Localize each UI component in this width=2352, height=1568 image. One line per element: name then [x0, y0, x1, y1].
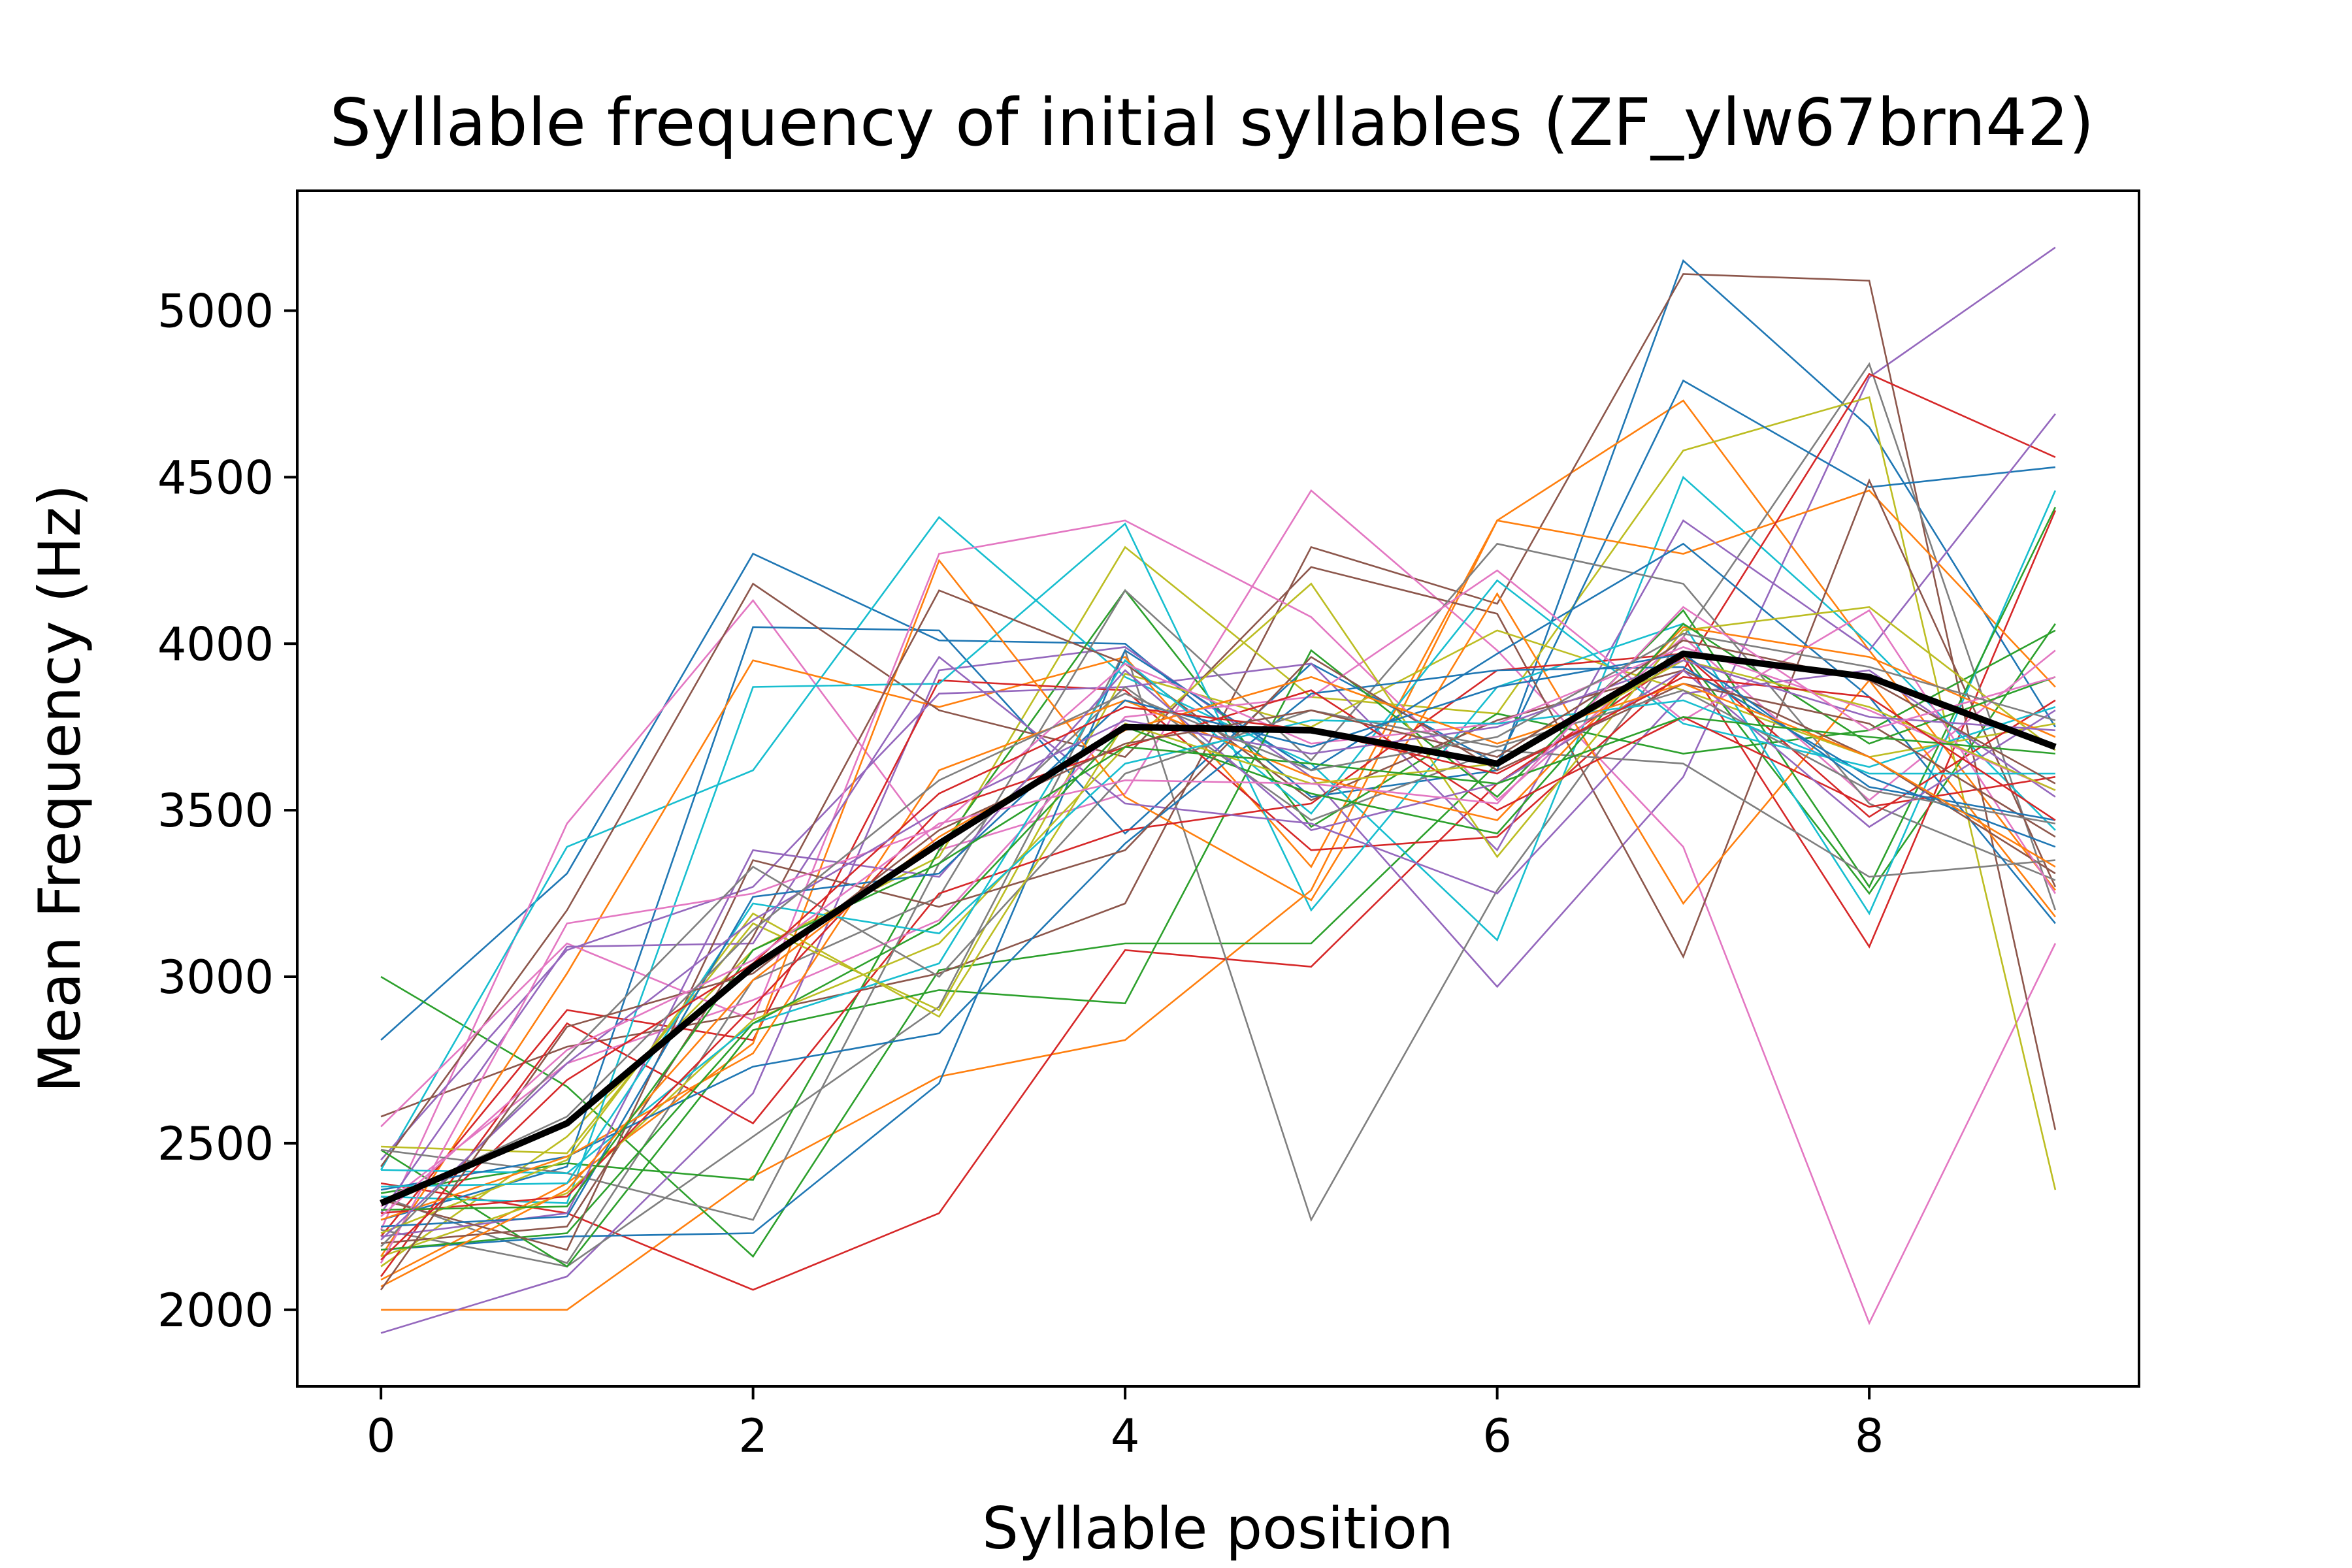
x-tick-label-8: 8 [1855, 1409, 1884, 1463]
series-line-35 [380, 669, 2056, 1237]
y-tick-label-4500: 4500 [157, 451, 274, 504]
x-tick-label-0: 0 [367, 1409, 396, 1463]
series-line-45 [380, 659, 2055, 1241]
series-line-44 [380, 676, 2056, 1261]
x-tick-label-6: 6 [1482, 1409, 1512, 1463]
x-tick-label-4: 4 [1111, 1409, 1140, 1463]
x-tick-label-2: 2 [738, 1409, 768, 1463]
series-line-19 [381, 629, 2056, 1154]
series-line-42 [380, 676, 2056, 1288]
plot-area-frame [296, 189, 2140, 1388]
y-tick-label-3000: 3000 [157, 951, 274, 1004]
series-line-24 [380, 653, 2056, 1277]
y-tick-label-4000: 4000 [157, 617, 274, 671]
series-line-7 [380, 489, 2057, 1326]
series-line-21 [381, 542, 2056, 1251]
series-line-14 [380, 372, 2056, 1237]
y-tick-label-2000: 2000 [157, 1284, 274, 1337]
series-line-8 [380, 362, 2057, 1267]
y-axis-label: Mean Frequency (Hz) [26, 484, 93, 1092]
series-line-25 [380, 655, 2056, 1214]
series-line-32 [380, 626, 2056, 1221]
series-line-11 [380, 379, 2056, 1221]
y-tick-label-3500: 3500 [157, 784, 274, 838]
y-tick-label-2500: 2500 [157, 1117, 274, 1171]
series-line-48 [380, 632, 2056, 1204]
mean-series-layer [380, 650, 2057, 1207]
series-line-5 [380, 246, 2056, 1334]
series-line-10 [380, 476, 2056, 1171]
series-line-13 [380, 589, 2056, 1194]
series-line-17 [380, 519, 2056, 1128]
x-axis-ticks: 0 2 4 6 8 [367, 1386, 1884, 1463]
series-line-47 [380, 606, 2056, 1217]
x-axis-label: Syllable position [982, 1495, 1454, 1562]
series-line-43 [381, 716, 2056, 1211]
series-line-29 [380, 582, 2056, 1258]
y-axis-ticks: 2000 2500 3000 3500 4000 4500 5000 [157, 285, 297, 1337]
y-tick-label-5000: 5000 [157, 285, 274, 338]
series-line-31 [380, 666, 2056, 1191]
series-line-4 [380, 510, 2057, 1291]
series-line-39 [380, 659, 2056, 1234]
chart-title: Syllable frequency of initial syllables … [330, 84, 2095, 161]
series-line-18 [380, 542, 2056, 1264]
mean-series-line [380, 650, 2057, 1207]
series-line-22 [380, 559, 2056, 1281]
series-line-2 [381, 399, 2056, 1311]
